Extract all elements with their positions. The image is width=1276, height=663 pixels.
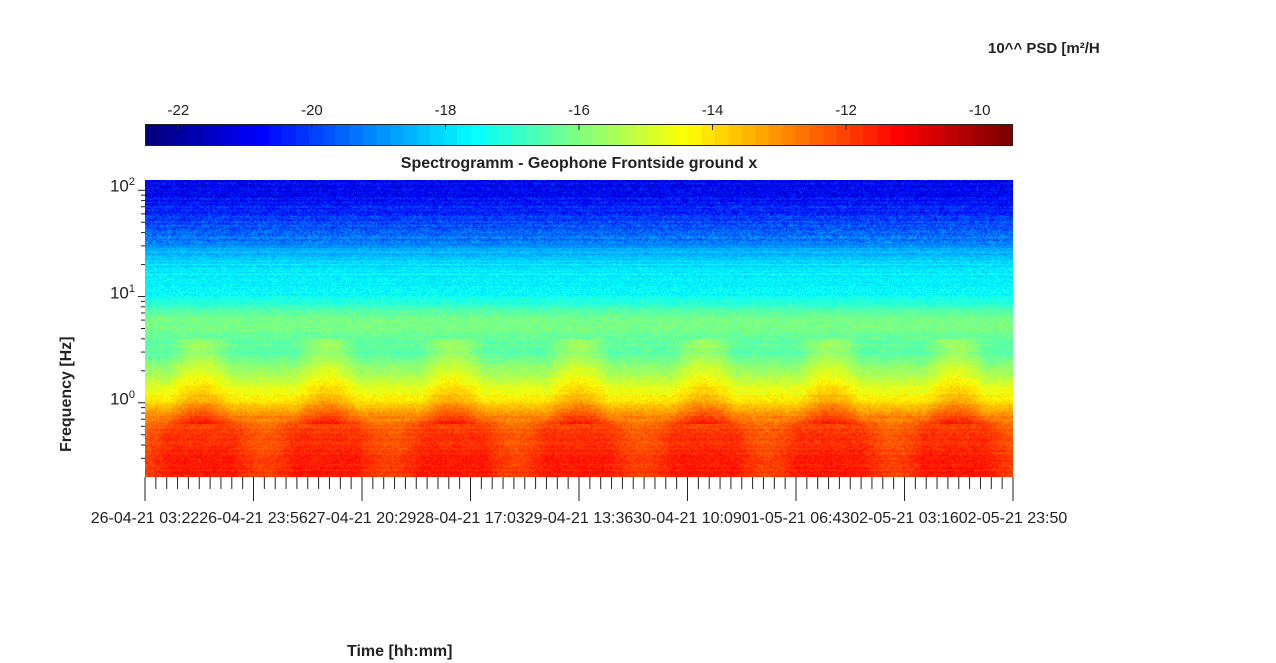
- colorbar-tick-label: -20: [301, 102, 323, 119]
- colorbar-tick-label: -16: [568, 102, 590, 119]
- spectrogram-heatmap: [145, 180, 1013, 477]
- x-tick-label: 27-04-21 20:29: [307, 510, 417, 527]
- colorbar-label: 10^^ PSD [m²/H: [988, 40, 1100, 57]
- x-tick-label: 26-04-21 03:22: [90, 510, 200, 527]
- y-tick-label: 100: [109, 388, 135, 409]
- x-axis-label: Time [hh:mm]: [347, 643, 453, 660]
- colorbar-tick-label: -10: [968, 102, 991, 119]
- colorbar-tick-label: -12: [835, 102, 857, 119]
- colorbar-tick-label: -14: [701, 102, 724, 119]
- x-tick-label: 02-05-21 23:50: [958, 510, 1068, 527]
- y-tick-label: 102: [109, 176, 135, 196]
- colorbar-tick-label: -22: [167, 102, 190, 119]
- x-tick-label: 26-04-21 23:56: [199, 510, 308, 527]
- colorbar-tick-label: -18: [434, 102, 457, 119]
- x-tick-label: 28-04-21 17:03: [416, 510, 525, 527]
- y-axis-label: Frequency [Hz]: [58, 336, 75, 452]
- x-tick-label: 30-04-21 10:09: [633, 510, 742, 527]
- x-tick-label: 01-05-21 06:43: [741, 510, 851, 527]
- chart-title: Spectrogramm - Geophone Frontside ground…: [400, 155, 758, 172]
- x-tick-label: 29-04-21 13:36: [524, 510, 634, 527]
- x-tick-label: 02-05-21 03:16: [850, 510, 959, 527]
- y-tick-label: 101: [109, 282, 135, 303]
